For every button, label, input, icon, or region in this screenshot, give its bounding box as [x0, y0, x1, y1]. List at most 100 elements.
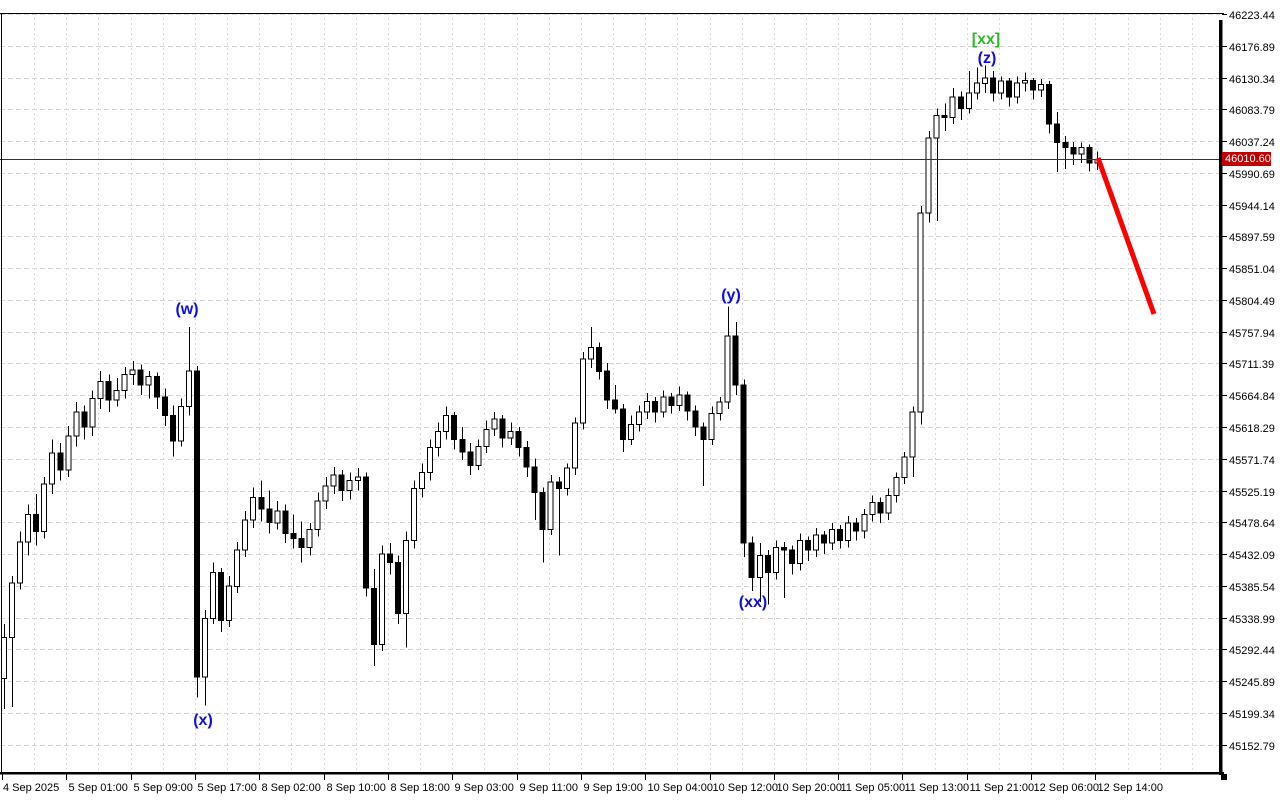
candle: [877, 497, 884, 523]
candle: [153, 372, 160, 409]
candle: [998, 76, 1004, 100]
time-tick-label: 12 Sep 14:00: [1098, 782, 1163, 794]
candle: [113, 378, 120, 407]
plot-frame: [0, 13, 1227, 780]
candle: [81, 405, 88, 440]
candle: [17, 531, 24, 590]
candle: [797, 533, 803, 571]
time-tick-label: 11 Sep 13:00: [905, 782, 970, 794]
candle: [370, 569, 377, 667]
price-tick-label: 46223.44: [1229, 10, 1275, 22]
candle: [612, 384, 618, 414]
candle: [41, 477, 48, 539]
candle: [724, 306, 731, 409]
price-tick-label: 45385.54: [1229, 582, 1275, 594]
candle: [587, 326, 594, 368]
price-tick-label: 46037.24: [1229, 137, 1275, 149]
candle: [467, 442, 474, 475]
candle: [668, 393, 675, 414]
candle: [354, 468, 361, 491]
candle: [282, 504, 289, 544]
wave-label-xx2: [xx]: [971, 31, 1001, 48]
candle: [861, 509, 868, 539]
candle: [628, 415, 635, 445]
candle: [523, 440, 530, 477]
candle: [740, 379, 747, 557]
candle: [1038, 79, 1045, 97]
current-price-tag: 46010.60: [1222, 152, 1271, 166]
candle: [1006, 77, 1012, 107]
trend-line[interactable]: [1095, 157, 1157, 315]
candle: [837, 524, 844, 549]
candle: [507, 422, 514, 445]
candle: [604, 363, 610, 409]
candle: [772, 540, 779, 580]
candle: [965, 70, 972, 114]
candle: [973, 67, 980, 100]
candle: [1070, 141, 1077, 166]
candle: [129, 361, 136, 385]
candle: [821, 530, 828, 555]
price-tick-label: 45245.89: [1229, 677, 1275, 689]
candle: [25, 504, 32, 556]
price-tick-label: 46130.34: [1229, 74, 1275, 86]
candle: [499, 414, 506, 448]
candle: [202, 610, 208, 706]
candle: [1062, 135, 1069, 170]
price-tick-label: 45711.39: [1229, 359, 1274, 371]
candle: [105, 374, 112, 413]
candle: [555, 477, 562, 556]
wave-label-x: (x): [193, 712, 213, 729]
candle: [137, 364, 144, 396]
candle: [748, 536, 755, 591]
candle: [853, 518, 860, 541]
candle: [571, 417, 578, 475]
candle: [290, 514, 297, 549]
candle: [443, 406, 450, 440]
candle: [121, 367, 128, 399]
time-tick-label: 4 Sep 2025: [3, 782, 59, 794]
candle: [386, 543, 393, 575]
candle: [306, 522, 313, 556]
candle: [660, 390, 667, 418]
time-tick-label: 11 Sep 21:00: [970, 782, 1035, 794]
candle: [700, 422, 707, 486]
time-tick-label: 8 Sep 02:00: [262, 782, 321, 794]
time-tick-label: 9 Sep 03:00: [455, 782, 514, 794]
candle: [692, 405, 699, 437]
candle: [395, 555, 401, 624]
time-tick-label: 5 Sep 17:00: [198, 782, 257, 794]
time-tick-label: 9 Sep 11:00: [520, 782, 579, 794]
candle: [1022, 72, 1029, 92]
candle: [89, 390, 96, 437]
candle: [515, 427, 522, 457]
candle: [684, 391, 691, 421]
price-tick-label: 45618.29: [1229, 423, 1275, 435]
candle: [716, 397, 723, 421]
candle: [732, 322, 739, 396]
candle: [708, 406, 715, 445]
candle: [145, 371, 152, 399]
candle: [250, 487, 257, 529]
candle: [579, 352, 586, 430]
candle: [644, 393, 651, 419]
price-tick-label: 45292.44: [1229, 645, 1275, 657]
candle: [314, 492, 321, 537]
time-tick-label: 8 Sep 18:00: [391, 782, 450, 794]
candle: [218, 567, 225, 632]
candle: [925, 131, 932, 223]
candle: [845, 515, 852, 548]
candle: [539, 487, 546, 563]
candle: [266, 490, 273, 534]
candle: [9, 576, 15, 707]
candle: [1046, 81, 1053, 134]
candle: [563, 463, 570, 496]
time-tick-label: 5 Sep 01:00: [69, 782, 128, 794]
candle: [949, 88, 956, 125]
price-tick-label: 46083.79: [1229, 105, 1275, 117]
candle: [909, 406, 916, 477]
candle: [161, 388, 168, 426]
wave-label-z: (z): [977, 50, 997, 67]
candle: [780, 541, 787, 598]
candle: [1054, 111, 1061, 172]
